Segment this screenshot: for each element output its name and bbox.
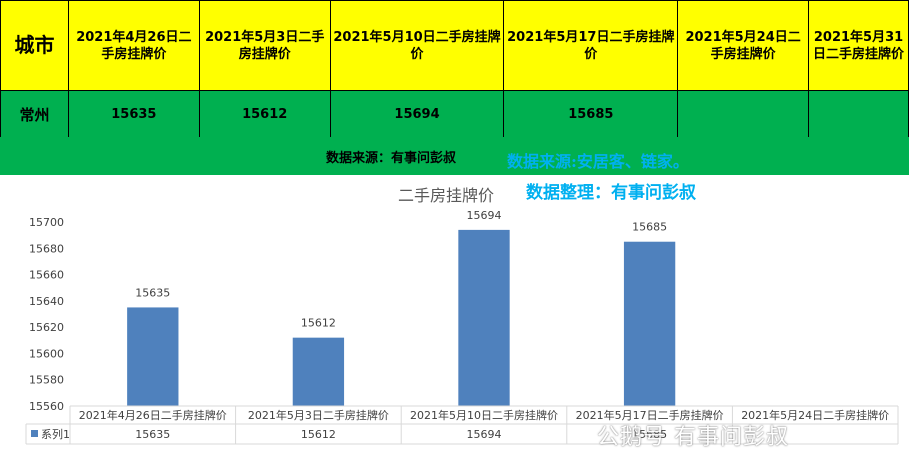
table-row: 常州 15635 15612 15694 15685	[0, 90, 909, 138]
x-category-label: 2021年5月3日二手房挂牌价	[248, 408, 389, 422]
header-city: 城市	[0, 0, 69, 91]
data-table-value: 15694	[467, 428, 502, 441]
y-tick-label: 15600	[29, 347, 64, 360]
cell-value-5	[677, 90, 810, 138]
y-tick-label: 15560	[29, 400, 64, 413]
data-label: 15685	[632, 221, 667, 234]
y-tick-label: 15580	[29, 374, 64, 387]
data-label: 15612	[301, 317, 336, 330]
data-table-value: 15612	[301, 428, 336, 441]
cell-value-1: 15635	[67, 90, 200, 138]
overlay-source: 数据来源:安居客、链家。	[507, 152, 689, 171]
x-category-label: 2021年5月17日二手房挂牌价	[576, 408, 724, 422]
source-line: 数据来源：有事问彭叔	[326, 151, 457, 166]
bar	[623, 241, 676, 406]
header-date-2: 2021年5月3日二手房挂牌价	[198, 0, 331, 91]
data-label: 15694	[467, 209, 502, 222]
data-label: 15635	[135, 286, 170, 299]
watermark: 公鹅号 有事问彭叔	[597, 425, 789, 450]
source-bar	[0, 137, 909, 175]
y-tick-label: 15640	[29, 295, 64, 308]
table-header-row: 城市 2021年4月26日二手房挂牌价 2021年5月3日二手房挂牌价 2021…	[0, 0, 909, 91]
x-category-label: 2021年5月24日二手房挂牌价	[741, 408, 889, 422]
overlay-organizer: 数据整理：有事问彭叔	[526, 183, 696, 203]
bar	[127, 307, 179, 406]
bar	[458, 229, 510, 406]
cell-value-3: 15694	[329, 90, 505, 138]
legend-key	[31, 430, 38, 437]
chart-title: 二手房挂牌价	[398, 186, 495, 205]
y-tick-label: 15700	[29, 216, 64, 229]
data-table-value: 15635	[135, 428, 170, 441]
y-tick-label: 15620	[29, 321, 64, 334]
x-category-label: 2021年5月10日二手房挂牌价	[410, 408, 558, 422]
y-tick-label: 15680	[29, 242, 64, 255]
header-date-6: 2021年5月31日二手房挂牌价	[808, 0, 909, 91]
cell-value-4: 15685	[503, 90, 679, 138]
header-date-5: 2021年5月24日二手房挂牌价	[677, 0, 810, 91]
data-table-value: 15685	[632, 428, 667, 441]
legend-label: 系列1	[41, 427, 70, 441]
price-table: 城市 2021年4月26日二手房挂牌价 2021年5月3日二手房挂牌价 2021…	[0, 0, 909, 138]
x-category-label: 2021年4月26日二手房挂牌价	[79, 408, 227, 422]
y-tick-label: 15660	[29, 269, 64, 282]
bar	[292, 337, 345, 406]
header-date-3: 2021年5月10日二手房挂牌价	[329, 0, 505, 91]
